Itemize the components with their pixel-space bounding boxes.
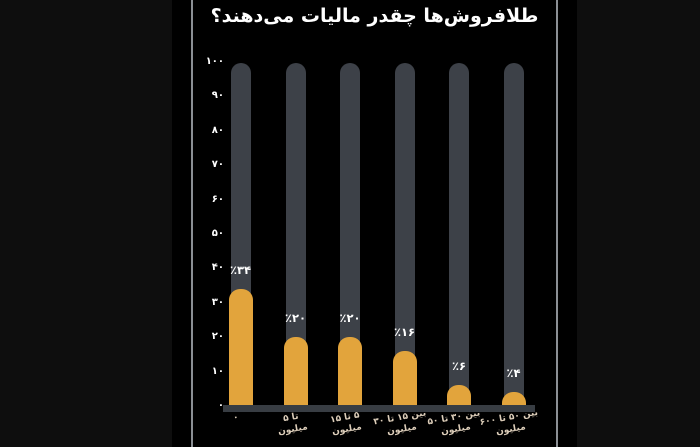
x-label-line1: تا ۵ (281, 411, 299, 425)
chart-panel: طلافروش‌ها چقدر مالیات می‌دهند؟ ۰ ۱۰ ۲۰ ۳۰ ۴… (172, 0, 577, 447)
bar-value-label: ٪۲۰ (339, 311, 361, 326)
y-axis-tick-label: ۱۰۰ (205, 56, 224, 67)
y-axis-tick-label: ۵۰ (211, 228, 224, 239)
y-axis-tick-label: ۹۰ (211, 90, 224, 102)
bar-fill (501, 392, 526, 409)
y-axis-tick-label: ۶۰ (211, 193, 224, 205)
bar-value-label: ٪۴ (506, 366, 521, 381)
bar-track-100pct (394, 63, 415, 409)
bar-value-label: ٪۱۶ (393, 324, 416, 339)
right-frame-line (556, 0, 558, 447)
bar-fill (392, 350, 417, 409)
y-axis-tick-label: ۱۰ (211, 365, 224, 377)
y-axis-tick-label: ۲۰ (211, 331, 224, 343)
bar-value-label: ٪۳۴ (229, 263, 252, 278)
bar-track-100pct (285, 63, 306, 409)
bar-fill (283, 337, 308, 409)
bar-track-100pct (340, 63, 360, 409)
x-label-line1: ۰ (231, 412, 239, 424)
bar-value-label: ٪۶ (451, 359, 467, 374)
chart-title: طلافروش‌ها چقدر مالیات می‌دهند؟ (210, 5, 539, 27)
x-axis-baseline (223, 405, 535, 412)
bar-fill (338, 337, 362, 409)
y-axis-tick-label: ۷۰ (211, 159, 224, 171)
y-axis-tick-label: ۴۰ (211, 262, 224, 274)
y-axis-tick-label: ۰ (217, 400, 224, 411)
bar-track-100pct (449, 63, 469, 409)
y-axis-tick-label: ۸۰ (211, 124, 224, 136)
left-frame-line (191, 0, 193, 447)
bar-track-100pct (503, 63, 524, 409)
y-axis-tick-label: ۳۰ (211, 296, 224, 308)
bar-fill (447, 385, 471, 409)
bar-value-label: ٪۲۰ (284, 311, 307, 326)
bar-fill (228, 289, 253, 409)
bar-chart-plot: ۰ ۱۰ ۲۰ ۳۰ ۴۰ ۵۰ ۶۰ ۷۰ ۸۰ ۹۰ ۱۰۰ ٪۳۴ ۰ ٪۲۰ تا ۵ میلیون ٪… (172, 0, 577, 447)
